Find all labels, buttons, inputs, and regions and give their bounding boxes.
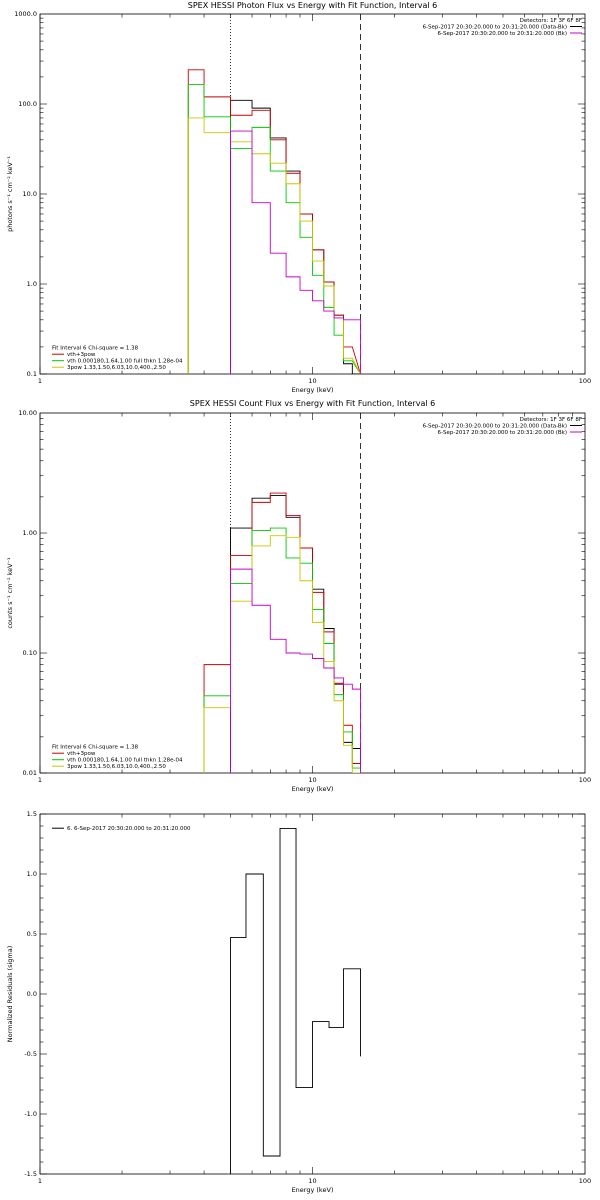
y-tick-label: 10.0 [23,190,37,198]
x-tick-label: 1 [38,1177,42,1185]
y-axis-label: Normalized Residuals (sigma) [6,946,14,1043]
series-3-histogram [187,83,361,374]
x-tick-label: 100 [579,1177,591,1185]
y-tick-label: 0.5 [27,930,37,938]
series-1-histogram [230,827,361,1174]
series-group [187,69,361,374]
y-axis-label: photons s⁻¹ cm⁻² keV⁻¹ [6,156,14,232]
chart-title: SPEX HESSI Photon Flux vs Energy with Fi… [188,1,438,10]
y-tick-label: 0.01 [23,769,37,777]
chart-title: SPEX HESSI Count Flux vs Energy with Fit… [190,399,435,408]
x-tick-label: 1 [38,377,42,385]
y-axis-label: counts s⁻¹ cm⁻² keV⁻¹ [6,557,14,629]
x-axis-label: Energy (keV) [292,785,334,793]
series-group [203,492,361,773]
y-tick-label: 0.0 [27,990,37,998]
legend-topleft-entry: 6. 6-Sep-2017 20:30:20.000 to 20:31:20.0… [67,826,191,832]
plot-frame [39,13,586,375]
y-tick-label: 100.0 [18,100,37,108]
legend-right-entry: 6-Sep-2017 20:30:20.000 to 20:31:20.000 … [438,31,568,37]
legend-left-entry: vth 0.000180,1.64,1.00 full thkn 1.28e-0… [67,758,183,764]
series-2-histogram [187,69,361,374]
legend-left-entry: Fit Interval 6 Chi-square = 1.38 [52,745,139,751]
y-tick-label: 1000.0 [14,10,37,18]
series-3-histogram [203,527,361,773]
x-tick-label: 10 [308,776,316,784]
y-tick-label: -0.5 [24,1050,37,1058]
x-axis-label: Energy (keV) [292,386,334,394]
y-tick-label: 1.0 [27,870,37,878]
legend-right-entry: 6-Sep-2017 20:30:20.000 to 20:31:20.000 … [423,24,567,30]
series-group [230,827,361,1174]
series-5-histogram [230,130,361,374]
x-tick-label: 10 [308,377,316,385]
y-tick-label: 0.10 [23,649,37,657]
y-tick-label: 1.0 [27,280,37,288]
legend-left-entry: 3pow 1.33,1.50,6.03,10.0,400.,2.50 [67,764,166,770]
chart-panel-1 [39,13,586,375]
legend-right-entry: Detectors: 1F 3F 6F 8F [520,417,582,423]
legend-left-entry: vth+3pow [67,751,96,757]
x-tick-label: 10 [308,1177,316,1185]
legend-left-entry: 3pow 1.33,1.50,6.03,10.0,400.,2.50 [67,365,166,371]
y-tick-label: 0.1 [27,370,37,378]
series-5-histogram [230,568,361,773]
x-tick-label: 100 [579,776,591,784]
series-4-histogram [203,535,361,773]
x-tick-label: 100 [579,377,591,385]
legend-right-entry: Detectors: 1F 3F 6F 8F [520,18,582,24]
y-tick-label: 1.00 [23,529,37,537]
series-1-histogram [230,99,361,374]
series-2-histogram [203,492,361,773]
chart-panel-2 [39,412,586,774]
legend-right-entry: 6-Sep-2017 20:30:20.000 to 20:31:20.000 … [438,430,568,436]
y-tick-label: -1.5 [24,1170,37,1178]
legend-left-entry: Fit Interval 6 Chi-square = 1.38 [52,346,139,352]
x-axis-label: Energy (keV) [292,1186,334,1194]
y-tick-label: -1.0 [24,1110,37,1118]
chart-panel-3 [39,813,586,1175]
x-tick-label: 1 [38,776,42,784]
y-tick-label: 10.00 [18,409,37,417]
y-tick-label: 1.5 [27,810,37,818]
plot-frame [39,813,586,1175]
legend-left-entry: vth 0.000180,1.64,1.00 full thkn 1.28e-0… [67,359,183,365]
legend-right-entry: 6-Sep-2017 20:30:20.000 to 20:31:20.000 … [423,423,567,429]
legend-left-entry: vth+3pow [67,352,96,358]
